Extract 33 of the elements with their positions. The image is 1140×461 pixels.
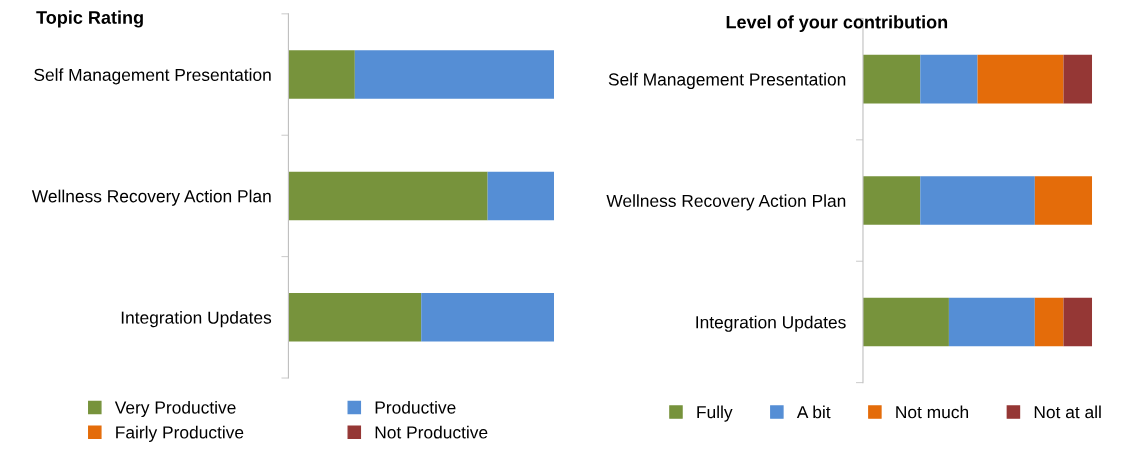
legend-label: A bit xyxy=(796,405,831,419)
y-tick-label: Wellness Recovery Action Plan xyxy=(606,194,846,211)
text: Topic Rating xyxy=(36,10,143,28)
y-tick-label: Wellness Recovery Action Plan xyxy=(31,189,271,206)
bar xyxy=(1063,54,1093,104)
bar xyxy=(288,293,422,342)
bar xyxy=(421,293,555,342)
bar xyxy=(862,54,921,104)
y-tick-label: Self Management Presentation xyxy=(34,68,271,85)
bar xyxy=(288,50,355,99)
bar xyxy=(977,54,1064,104)
legend-label: Fairly Productive xyxy=(116,425,244,442)
chart-title: Level of your contribution xyxy=(726,15,948,33)
bar xyxy=(862,297,949,347)
legend-label: Not Productive xyxy=(375,425,488,439)
bar xyxy=(1034,297,1064,347)
bar xyxy=(1034,176,1093,225)
legend-label: Not at all xyxy=(1034,405,1101,419)
bar xyxy=(862,176,921,225)
bar xyxy=(1063,297,1093,347)
bar xyxy=(948,297,1035,347)
bar xyxy=(288,171,488,221)
legend-label: Very Productive xyxy=(114,400,236,418)
y-tick-label: Integration Updates xyxy=(696,315,846,332)
bar xyxy=(354,50,555,99)
bar xyxy=(487,171,555,221)
legend-label: Fully xyxy=(697,405,733,422)
y-tick-label: Integration Updates xyxy=(121,311,272,328)
y-tick-label: Self Management Presentation xyxy=(608,72,846,90)
bar xyxy=(920,54,978,104)
legend-label: Not much xyxy=(896,405,969,419)
legend-label: Productive xyxy=(375,400,456,414)
bar xyxy=(920,176,1035,225)
